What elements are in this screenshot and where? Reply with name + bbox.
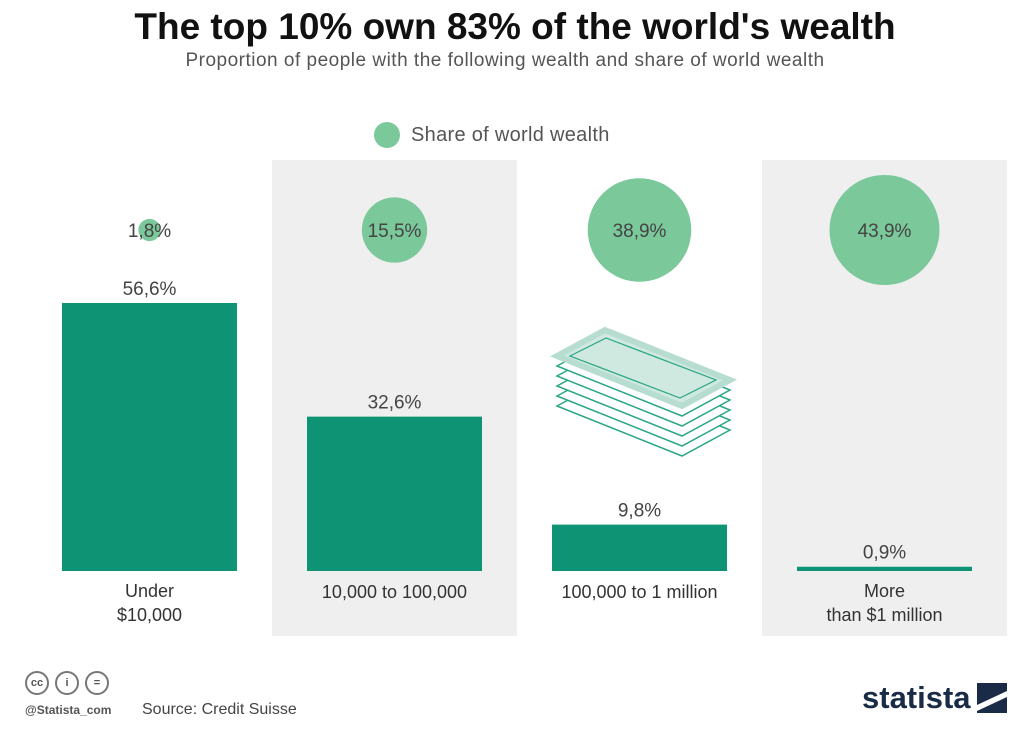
- bar: [62, 303, 237, 571]
- wealth-circle: [361, 197, 428, 263]
- bar-value-label: 32,6%: [368, 393, 422, 414]
- bar: [797, 566, 972, 571]
- legend-label: Share of world wealth: [411, 123, 610, 146]
- wealth-circle: [138, 218, 161, 242]
- wealth-value-label: 1,8%: [128, 221, 171, 242]
- category-label: More than $1 million: [826, 581, 942, 625]
- money-stack-icon: [549, 326, 738, 457]
- category-label: 100,000 to 1 million: [561, 582, 717, 602]
- by-icon: i: [55, 671, 79, 695]
- legend-swatch: [374, 122, 400, 148]
- category-label-line: than $1 million: [826, 605, 942, 625]
- category-label-line: 10,000 to 100,000: [322, 582, 467, 602]
- legend: Share of world wealth: [374, 121, 610, 149]
- statista-handle: @Statista_com: [25, 703, 112, 717]
- nd-icon: =: [85, 671, 109, 695]
- bar-value-label: 0,9%: [863, 543, 906, 564]
- category-label-line: $10,000: [117, 605, 182, 625]
- bar: [552, 524, 727, 571]
- category-label: 10,000 to 100,000: [322, 582, 467, 602]
- chart-subtitle: Proportion of people with the following …: [185, 50, 825, 71]
- statista-mark-icon: [976, 683, 1007, 713]
- bar-value-label: 56,6%: [123, 279, 177, 300]
- cc-icon: cc: [25, 671, 49, 695]
- wealth-circle: [829, 175, 940, 285]
- bar-value-label: 9,8%: [618, 501, 661, 522]
- wealth-value-label: 38,9%: [613, 221, 667, 242]
- wealth-value-label: 43,9%: [858, 221, 912, 242]
- wealth-value-label: 15,5%: [368, 221, 422, 242]
- category-label: Under $10,000: [117, 581, 182, 625]
- category-label-line: Under: [125, 581, 174, 601]
- category-label-line: 100,000 to 1 million: [561, 582, 717, 602]
- chart-title: The top 10% own 83% of the world's wealt…: [134, 6, 896, 47]
- statista-logo: statista: [862, 680, 1007, 716]
- brand-name: statista: [862, 680, 971, 715]
- wealth-circle: [587, 178, 692, 282]
- source-note: Source: Credit Suisse: [142, 701, 297, 718]
- bar: [307, 416, 482, 571]
- license-icons: cc i =: [25, 671, 109, 695]
- category-label-line: More: [864, 581, 905, 601]
